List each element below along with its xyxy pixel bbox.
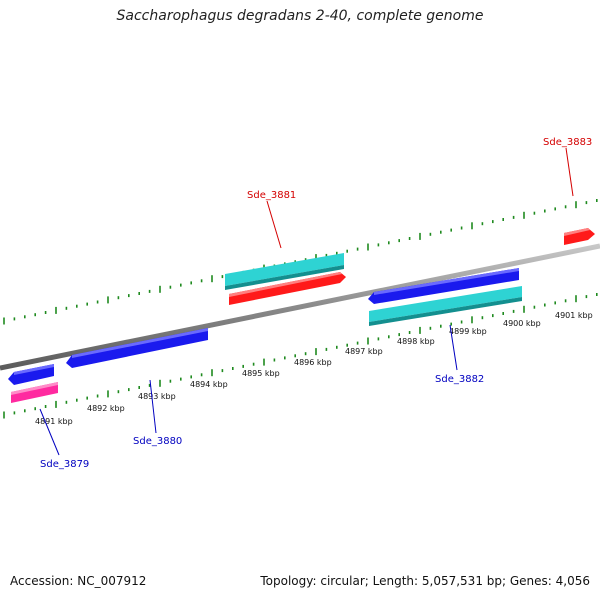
genome-backbone (0, 243, 600, 371)
leader-sde-3881 (266, 200, 282, 249)
gene-sde-3881[interactable] (229, 272, 346, 305)
gene-blue-left-small[interactable] (8, 364, 54, 385)
gene-sde-3882[interactable] (369, 286, 522, 326)
ruler-label: 4901 kbp (555, 311, 593, 320)
tick-row-lower (3, 293, 598, 419)
ruler-label: 4896 kbp (294, 358, 332, 367)
gene-label-sde-3879[interactable]: Sde_3879 (40, 459, 89, 470)
ruler-label: 4893 kbp (138, 392, 176, 401)
leader-sde-3882 (449, 324, 458, 371)
gene-sde-3881-cyan[interactable] (225, 253, 344, 290)
accession-text: Accession: NC_007912 (10, 574, 147, 588)
ruler-label: 4897 kbp (345, 347, 383, 356)
leader-sde-3883 (565, 147, 574, 197)
ruler-label: 4899 kbp (449, 327, 487, 336)
map-title: Saccharophagus degradans 2-40, complete … (116, 8, 484, 24)
ruler-label: 4895 kbp (242, 369, 280, 378)
ruler-label: 4900 kbp (503, 319, 541, 328)
gene-sde-3880[interactable] (66, 328, 208, 368)
ruler-labels: 4891 kbp 4892 kbp 4893 kbp 4894 kbp 4895… (35, 311, 593, 426)
tick-row-upper (3, 199, 598, 325)
gene-blue-right[interactable] (368, 268, 519, 304)
ruler-label: 4898 kbp (397, 337, 435, 346)
leader-sde-3879 (39, 408, 60, 456)
ruler-label: 4894 kbp (190, 380, 228, 389)
ruler-label: 4891 kbp (35, 417, 73, 426)
gene-label-sde-3883[interactable]: Sde_3883 (543, 137, 592, 148)
genome-summary-text: Topology: circular; Length: 5,057,531 bp… (260, 574, 590, 588)
gene-label-sde-3880[interactable]: Sde_3880 (133, 436, 182, 447)
gene-label-sde-3882[interactable]: Sde_3882 (435, 374, 484, 385)
ruler-label: 4892 kbp (87, 404, 125, 413)
gene-sde-3883[interactable] (564, 228, 595, 245)
gene-sde-3879[interactable] (11, 382, 58, 403)
gene-label-sde-3881[interactable]: Sde_3881 (247, 190, 296, 201)
leader-sde-3880 (149, 379, 157, 434)
